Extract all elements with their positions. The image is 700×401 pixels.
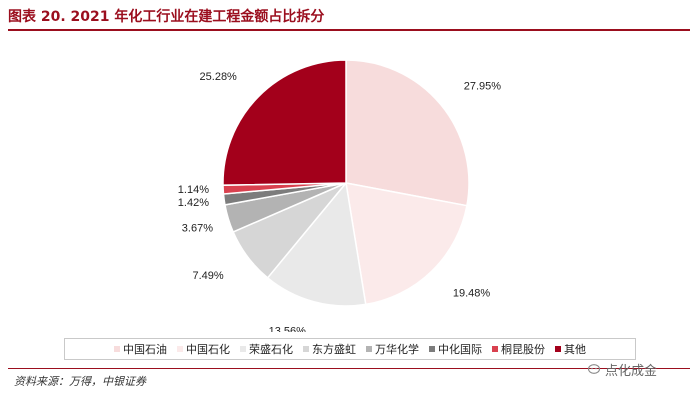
slice-label-7: 25.28% xyxy=(200,71,238,83)
title-divider xyxy=(8,29,690,31)
legend-swatch-5 xyxy=(429,346,435,352)
legend-item-0: 中国石油 xyxy=(114,341,167,357)
slice-label-3: 7.49% xyxy=(192,270,223,282)
pie-slice-2 xyxy=(266,181,367,307)
chart-legend: 中国石油 中国石化 荣盛石化 东方盛虹 万华化学 中化国际 桐昆股份 其他 xyxy=(64,338,636,360)
slice-label-6: 1.14% xyxy=(178,184,209,196)
legend-swatch-0 xyxy=(114,346,120,352)
slice-label-4: 3.67% xyxy=(182,222,213,234)
legend-label-6: 桐昆股份 xyxy=(501,343,545,356)
legend-swatch-4 xyxy=(366,346,372,352)
legend-label-1: 中国石化 xyxy=(186,343,230,356)
slice-label-5: 1.42% xyxy=(178,197,209,209)
legend-item-5: 中化国际 xyxy=(429,341,482,357)
legend-swatch-6 xyxy=(492,346,498,352)
pie-slice-0 xyxy=(345,59,470,207)
legend-label-4: 万华化学 xyxy=(375,343,419,356)
legend-item-3: 东方盛虹 xyxy=(303,341,356,357)
pie-chart: 27.95% 19.48% 13.56% 7.49% 3.67% 1.42%1.14% 25… xyxy=(178,59,501,332)
legend-item-6: 桐昆股份 xyxy=(492,341,545,357)
legend-item-4: 万华化学 xyxy=(366,341,419,357)
slice-labels: 27.95% 19.48% 13.56% 7.49% 3.67% 1.42%1.14% 25… xyxy=(178,71,501,332)
legend-item-2: 荣盛石化 xyxy=(240,341,293,357)
source-note: 资料来源：万得，中银证券 xyxy=(14,375,146,388)
pie-slices xyxy=(222,59,470,307)
watermark-text: 点化成金 xyxy=(605,364,658,379)
wechat-icon xyxy=(588,363,601,374)
legend-swatch-7 xyxy=(555,346,561,352)
footer-divider xyxy=(8,368,690,369)
watermark: 点化成金 xyxy=(588,360,657,379)
slice-label-0: 27.95% xyxy=(464,80,502,92)
pie-slice-1 xyxy=(345,182,468,306)
legend-swatch-2 xyxy=(240,346,246,352)
pie-slice-7 xyxy=(222,59,347,186)
legend-label-2: 荣盛石化 xyxy=(249,343,293,356)
legend-label-3: 东方盛虹 xyxy=(312,343,356,356)
slice-label-1: 19.48% xyxy=(453,287,491,299)
legend-item-1: 中国石化 xyxy=(177,341,230,357)
legend-item-7: 其他 xyxy=(555,341,586,357)
slice-label-2: 13.56% xyxy=(269,326,307,332)
page-title: 图表 20. 2021 年化工行业在建工程金额占比拆分 xyxy=(8,9,325,25)
legend-swatch-1 xyxy=(177,346,183,352)
legend-label-7: 其他 xyxy=(564,343,586,356)
legend-label-0: 中国石油 xyxy=(123,343,167,356)
legend-label-5: 中化国际 xyxy=(438,343,482,356)
legend-swatch-3 xyxy=(303,346,309,352)
